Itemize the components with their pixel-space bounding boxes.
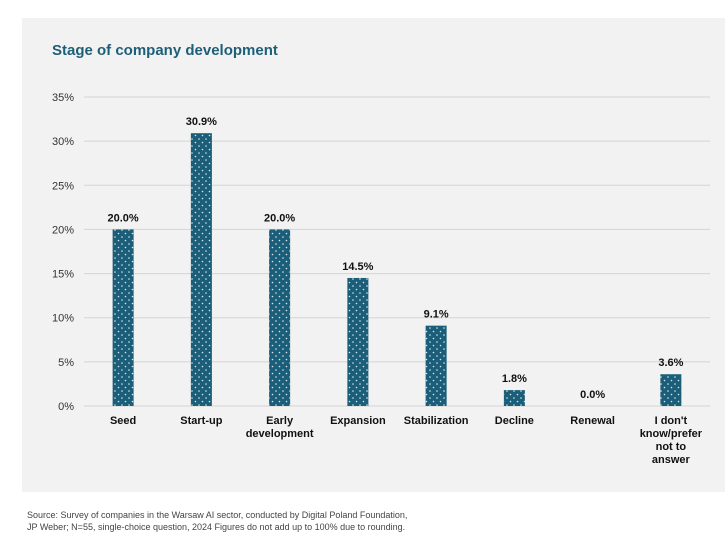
bar-texture [425,325,447,406]
y-tick-label: 25% [52,180,74,192]
y-tick-label: 5% [58,357,74,369]
x-tick-label: Decline [495,415,534,427]
chart-panel: Stage of company development 0% 5% 10% 15% 2… [22,18,725,492]
data-label: 20.0% [264,212,295,224]
bar-texture [503,390,525,406]
bar-texture [347,277,369,406]
bar-texture [660,374,682,406]
y-tick-label: 35% [52,92,74,104]
bar-texture [269,229,291,406]
x-tick-label: I don't know/prefer not to answer [640,415,703,466]
data-label: 9.1% [424,309,449,321]
x-tick-label: Stabilization [404,415,469,427]
chart-title: Stage of company development [52,42,278,59]
y-tick-label: 0% [58,401,74,413]
data-label: 30.9% [186,116,217,128]
y-tick-label: 30% [52,136,74,148]
x-tick-label: Seed [110,415,136,427]
bar-texture [112,229,134,406]
x-tick-label: Expansion [330,415,386,427]
data-label: 14.5% [342,261,373,273]
data-label: 3.6% [658,357,683,369]
source-line-2: JP Weber; N=55, single-choice question, … [27,522,406,532]
source-line-1: Source: Survey of companies in the Warsa… [27,510,408,520]
data-label: 0.0% [580,389,605,401]
source-note: Source: Survey of companies in the Warsa… [27,509,707,533]
data-label: 20.0% [108,212,139,224]
x-tick-label: Renewal [570,415,615,427]
data-label: 1.8% [502,373,527,385]
bar-chart: 0% 5% 10% 15% 20% 25% 30% 35% 20.0% Seed 30.9% Star… [52,92,710,466]
y-tick-label: 15% [52,269,74,281]
bar-texture [190,133,212,406]
x-tick-label: Start-up [180,415,222,427]
x-tick-label: Early development [246,415,314,440]
y-tick-label: 20% [52,224,74,236]
y-tick-label: 10% [52,313,74,325]
